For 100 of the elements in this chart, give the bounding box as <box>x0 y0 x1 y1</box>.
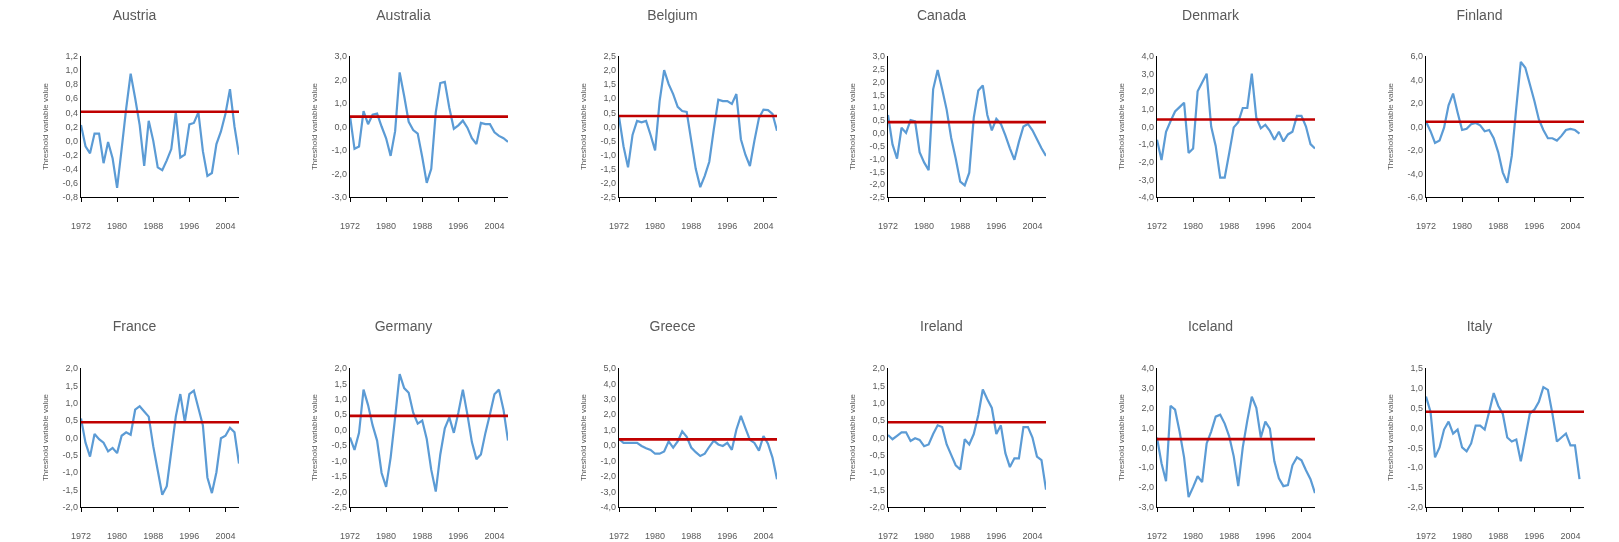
x-tick-label: 1996 <box>1524 530 1545 541</box>
y-tick-label: 1,5 <box>334 378 348 389</box>
x-tick-label: 1980 <box>107 220 128 231</box>
x-tick-label: 1996 <box>1524 220 1545 231</box>
x-tick-label: 2004 <box>215 530 236 541</box>
x-tick-label: 1980 <box>914 530 935 541</box>
y-axis-title: Threshold variable value <box>1386 393 1396 482</box>
y-tick-label: 6,0 <box>1410 51 1424 62</box>
line-series <box>1426 60 1581 184</box>
y-tick-label: -2,0 <box>600 471 617 482</box>
y-tick-label: -3,0 <box>331 192 348 203</box>
chart-title: Italy <box>1466 317 1493 334</box>
x-tick-label: 1972 <box>608 530 630 541</box>
x-tick-label: 2004 <box>753 220 774 231</box>
y-tick-label: 2,0 <box>334 74 348 85</box>
x-tick-label: 1996 <box>717 220 738 231</box>
y-tick-label: -2,0 <box>62 502 79 513</box>
y-tick-label: -0,6 <box>62 178 79 189</box>
chart-title: Greece <box>649 317 696 334</box>
x-tick-label: 1988 <box>1488 220 1509 231</box>
line-series <box>81 72 239 189</box>
y-tick-label: -0,5 <box>869 140 886 151</box>
y-tick-label: -0,5 <box>331 440 348 451</box>
y-tick-label: -1,0 <box>869 153 886 164</box>
x-tick-label: 1980 <box>645 530 666 541</box>
x-tick-label: 1996 <box>986 220 1007 231</box>
x-tick-label: 2004 <box>1291 530 1312 541</box>
x-tick-label: 1972 <box>1415 220 1437 231</box>
y-tick-label: 0,0 <box>1141 121 1155 132</box>
y-tick-label: -1,5 <box>600 163 617 174</box>
y-tick-label: 0,0 <box>1410 121 1424 132</box>
line-series <box>888 69 1046 187</box>
y-tick-label: 0,0 <box>603 440 617 451</box>
x-tick-label: 1972 <box>339 530 361 541</box>
y-tick-label: 3,0 <box>603 394 617 405</box>
chart-title: Germany <box>374 317 433 334</box>
x-tick-label: 1996 <box>1255 220 1276 231</box>
y-tick-label: 2,0 <box>334 363 348 374</box>
chart-title: Finland <box>1456 6 1503 23</box>
y-tick-label: -2,0 <box>331 486 348 497</box>
y-tick-label: 0,5 <box>872 415 886 426</box>
y-axis-title: Threshold variable value <box>579 82 589 171</box>
x-tick-label: 2004 <box>484 530 505 541</box>
y-tick-label: -2,0 <box>1138 156 1155 167</box>
chart-title: France <box>112 317 157 334</box>
y-tick-label: -0,4 <box>62 163 79 174</box>
y-tick-label: 3,0 <box>1141 68 1155 79</box>
y-tick-label: 0,2 <box>65 121 79 132</box>
line-series <box>350 373 508 493</box>
y-tick-label: 0,0 <box>603 121 617 132</box>
x-tick-label: 1988 <box>681 530 702 541</box>
chart-title: Belgium <box>647 6 698 23</box>
y-tick-label: 2,0 <box>872 363 886 374</box>
y-tick-label: 2,0 <box>603 65 617 76</box>
y-tick-label: -1,5 <box>1407 482 1424 493</box>
line-series <box>619 414 777 481</box>
y-tick-label: 0,5 <box>334 409 348 420</box>
y-tick-label: -4,0 <box>1138 192 1155 203</box>
y-tick-label: -0,5 <box>62 450 79 461</box>
y-axis-title: Threshold variable value <box>41 82 51 171</box>
x-tick-label: 1972 <box>1146 530 1168 541</box>
y-tick-label: -4,0 <box>600 502 617 513</box>
x-tick-label: 1996 <box>717 530 738 541</box>
x-tick-label: 1972 <box>70 530 92 541</box>
y-tick-label: -1,5 <box>331 471 348 482</box>
y-tick-label: -1,0 <box>62 467 79 478</box>
y-tick-label: -0,5 <box>600 135 617 146</box>
y-tick-label: 0,0 <box>334 121 348 132</box>
x-tick-label: 1988 <box>1219 220 1240 231</box>
y-tick-label: 2,0 <box>603 409 617 420</box>
y-tick-label: 1,0 <box>1141 104 1155 115</box>
x-tick-label: 1980 <box>645 220 666 231</box>
y-tick-label: 1,0 <box>334 394 348 405</box>
y-tick-label: 2,5 <box>872 63 886 74</box>
x-tick-label: 1980 <box>1183 530 1204 541</box>
y-tick-label: -4,0 <box>1407 168 1424 179</box>
x-tick-label: 1980 <box>376 220 397 231</box>
y-tick-label: 4,0 <box>1141 51 1155 62</box>
y-tick-label: -1,0 <box>1407 462 1424 473</box>
x-tick-label: 1980 <box>914 220 935 231</box>
y-tick-label: -1,5 <box>869 166 886 177</box>
x-tick-label: 1980 <box>1452 530 1473 541</box>
y-tick-label: 5,0 <box>603 363 617 374</box>
line-series <box>619 69 777 189</box>
x-tick-label: 1988 <box>1488 530 1509 541</box>
y-axis-title: Threshold variable value <box>579 393 589 482</box>
y-tick-label: -2,0 <box>1138 482 1155 493</box>
chart-title: Ireland <box>920 317 963 334</box>
x-tick-label: 1972 <box>877 530 899 541</box>
y-axis-title: Threshold variable value <box>1386 82 1396 171</box>
y-tick-label: 1,5 <box>65 380 79 391</box>
y-tick-label: -1,0 <box>1138 462 1155 473</box>
y-tick-label: 0,0 <box>872 128 886 139</box>
x-tick-label: 1980 <box>107 530 128 541</box>
y-tick-label: 0,5 <box>65 415 79 426</box>
y-tick-label: 0,5 <box>872 115 886 126</box>
y-tick-label: 2,5 <box>603 51 617 62</box>
chart-title: Iceland <box>1187 317 1234 334</box>
x-tick-label: 1988 <box>950 220 971 231</box>
y-tick-label: -3,0 <box>600 486 617 497</box>
